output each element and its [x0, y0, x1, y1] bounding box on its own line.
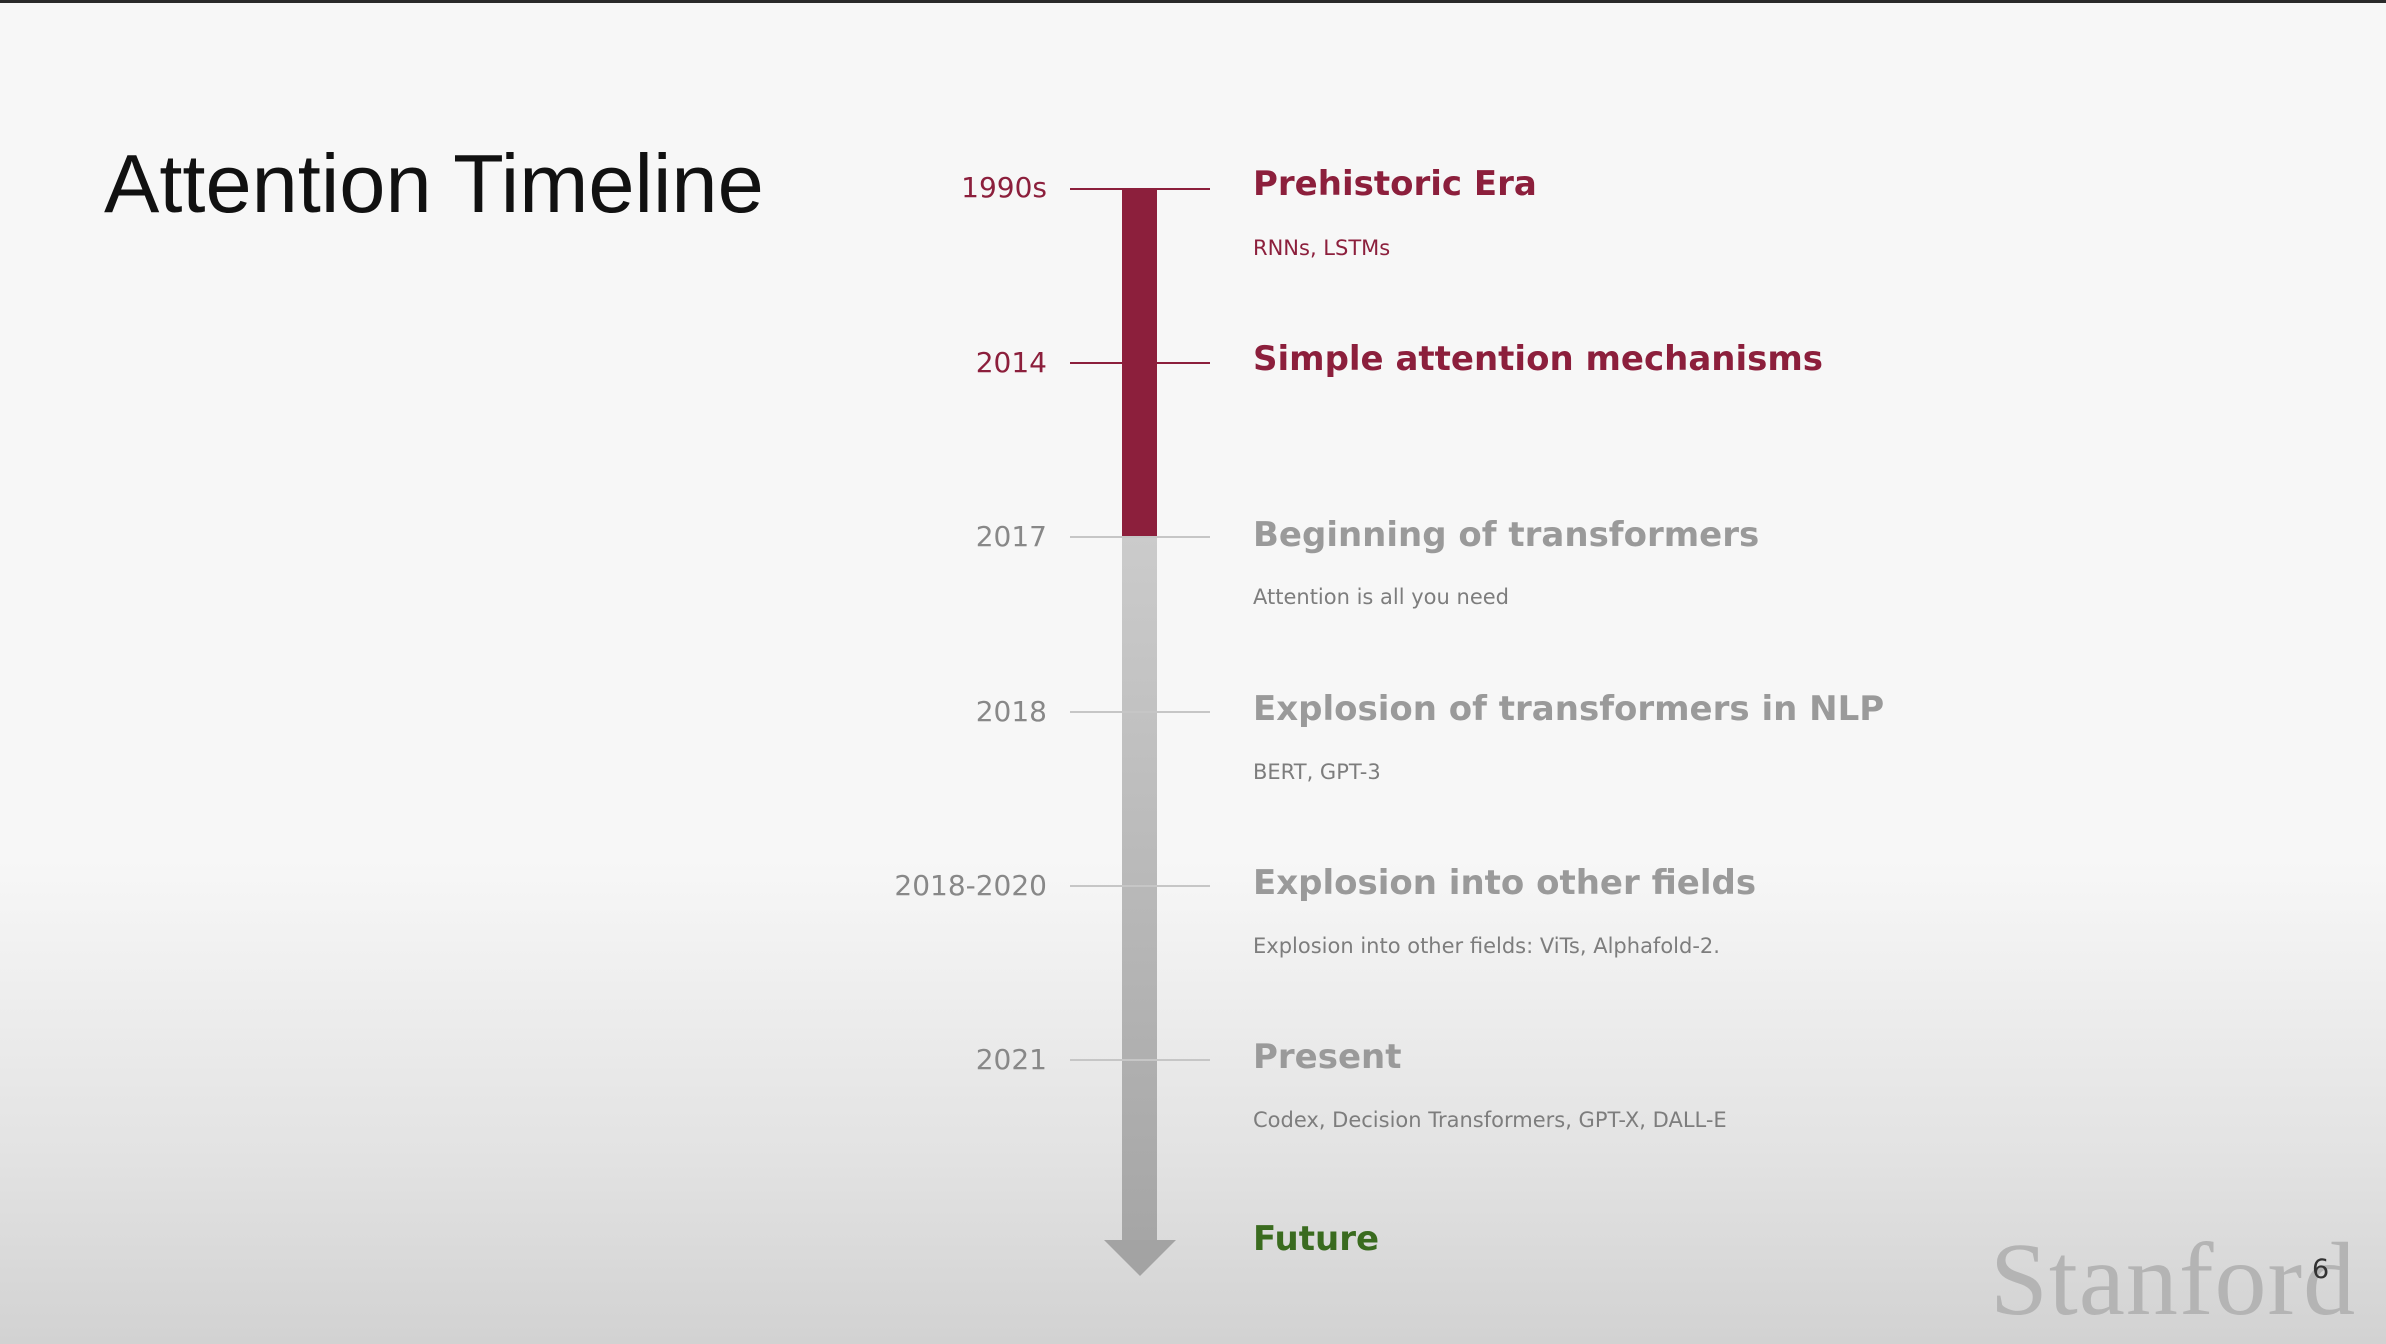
event-tick	[1070, 536, 1210, 538]
event-year: 2018-2020	[894, 869, 1047, 902]
event-year: 1990s	[961, 171, 1047, 204]
event-year: 2014	[975, 346, 1047, 379]
event-year: 2018	[975, 695, 1047, 728]
event-tick	[1070, 711, 1210, 713]
timeline-arrow-head-icon	[1104, 1240, 1176, 1276]
page-number: 6	[2312, 1254, 2330, 1285]
event-heading: Present	[1253, 1037, 1402, 1077]
event-heading: Simple attention mechanisms	[1253, 339, 1824, 379]
event-subtext: Attention is all you need	[1253, 585, 1509, 609]
event-subtext: RNNs, LSTMs	[1253, 236, 1391, 260]
stanford-logo: Stanford	[1990, 1222, 2357, 1337]
event-heading: Explosion of transformers in NLP	[1253, 689, 1885, 729]
event-heading: Prehistoric Era	[1253, 164, 1537, 204]
event-tick	[1070, 885, 1210, 887]
event-tick	[1070, 1059, 1210, 1061]
event-subtext: BERT, GPT-3	[1253, 760, 1381, 784]
timeline-bar-future	[1122, 537, 1157, 1240]
event-year: 2017	[975, 520, 1047, 553]
event-heading: Explosion into other fields	[1253, 863, 1757, 903]
event-tick	[1070, 362, 1210, 364]
event-subtext: Explosion into other fields: ViTs, Alpha…	[1253, 934, 1720, 958]
future-label: Future	[1253, 1219, 1380, 1259]
event-tick	[1070, 188, 1210, 190]
event-heading: Beginning of transformers	[1253, 515, 1760, 555]
event-year: 2021	[975, 1043, 1047, 1076]
slide-title: Attention Timeline	[104, 137, 764, 230]
event-subtext: Codex, Decision Transformers, GPT-X, DAL…	[1253, 1108, 1727, 1132]
top-border	[0, 0, 2386, 3]
